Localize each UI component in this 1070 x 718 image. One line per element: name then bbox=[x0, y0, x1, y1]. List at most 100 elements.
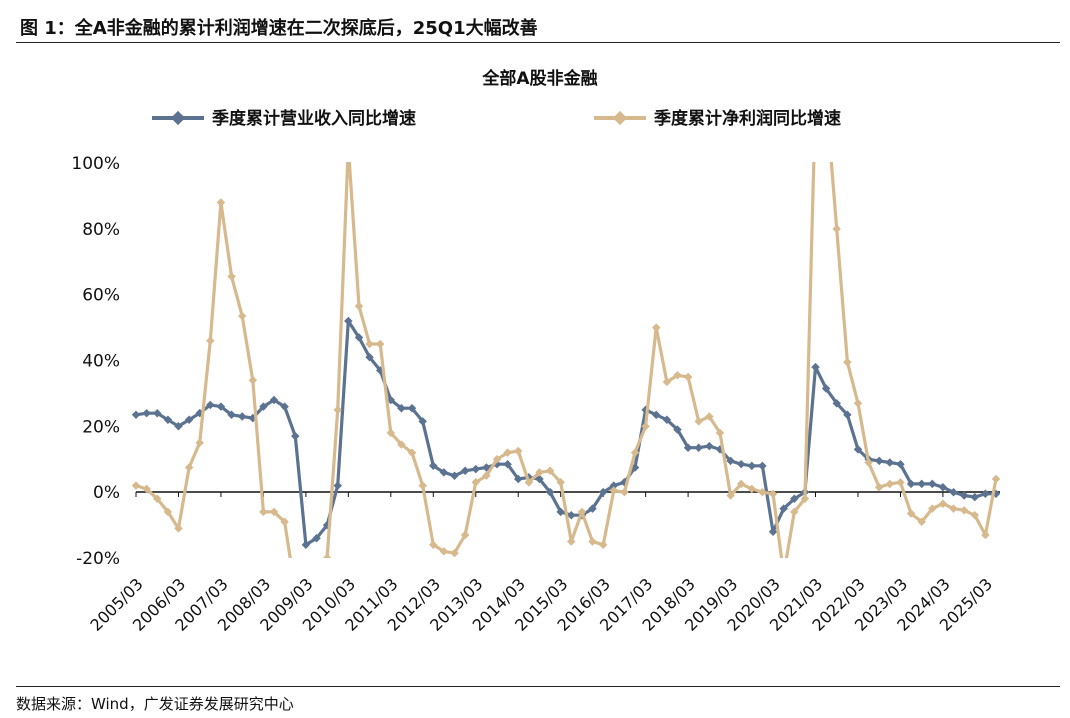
series-0-point bbox=[513, 474, 523, 484]
legend: 季度累计营业收入同比增速 季度累计净利润同比增速 bbox=[152, 108, 841, 129]
series-1-point bbox=[938, 499, 948, 508]
series-0-point bbox=[471, 464, 480, 474]
series-0-point bbox=[651, 410, 661, 420]
series-1-point bbox=[630, 448, 640, 457]
series-0-point bbox=[609, 481, 619, 490]
series-1-point bbox=[407, 448, 417, 457]
series-1-point bbox=[567, 537, 576, 546]
series-0-point bbox=[683, 443, 693, 452]
series-1-point bbox=[917, 517, 926, 527]
series-1-point bbox=[906, 509, 916, 518]
series-1-point bbox=[344, 142, 352, 150]
series-0-point bbox=[705, 441, 714, 451]
series-0-point bbox=[237, 412, 247, 421]
series-0-point bbox=[227, 410, 236, 420]
series-1-point bbox=[386, 428, 396, 438]
series-0-point bbox=[545, 487, 555, 497]
series-0-point bbox=[131, 410, 141, 420]
series-0-point bbox=[556, 507, 565, 517]
series-0-point bbox=[843, 410, 852, 420]
series-0-point bbox=[758, 461, 767, 471]
x-axis: 2005/032006/032007/032008/032009/032010/… bbox=[86, 492, 996, 635]
series-1-point bbox=[482, 471, 491, 480]
series-1-point bbox=[598, 540, 608, 550]
series-1-point bbox=[375, 339, 385, 349]
y-tick-label: 0% bbox=[93, 483, 120, 503]
series-1-point bbox=[503, 448, 512, 457]
series-1-point bbox=[885, 479, 895, 489]
series-0-point bbox=[535, 474, 544, 484]
series-0-point bbox=[333, 481, 342, 490]
series-0-point bbox=[216, 402, 226, 411]
series-1-point bbox=[535, 468, 544, 477]
series-1-point bbox=[227, 272, 236, 281]
figure-title: 图 1：全A非金融的累计利润增速在二次探底后，25Q1大幅改善 bbox=[20, 18, 538, 39]
series-0-point bbox=[301, 540, 311, 550]
series-1-point bbox=[790, 507, 799, 517]
series-0-point bbox=[694, 443, 703, 452]
series-0-point bbox=[874, 456, 884, 466]
series-1-point bbox=[184, 463, 194, 472]
series-0-point bbox=[959, 491, 969, 500]
series-1-point bbox=[513, 446, 523, 456]
series-0-point bbox=[981, 489, 990, 499]
series-0-point bbox=[429, 461, 438, 471]
series-0-point bbox=[153, 408, 162, 418]
series-1-point bbox=[981, 530, 990, 540]
series-1-point bbox=[259, 507, 268, 517]
series-layer bbox=[131, 93, 1001, 578]
series-0-point bbox=[503, 459, 512, 469]
series-0-point bbox=[970, 492, 980, 502]
series-1-point bbox=[322, 553, 332, 558]
figure-footer-rule bbox=[16, 686, 1060, 687]
series-1-point bbox=[949, 504, 958, 513]
series-1-point bbox=[652, 323, 661, 332]
series-0-point bbox=[938, 482, 948, 492]
series-1-point bbox=[439, 547, 449, 556]
series-0-point bbox=[397, 404, 406, 413]
series-1-point bbox=[726, 491, 735, 500]
series-0-point bbox=[269, 395, 279, 405]
series-1-point bbox=[460, 530, 470, 540]
series-1-point bbox=[588, 537, 597, 546]
series-0-point bbox=[917, 479, 926, 489]
series-1-point bbox=[832, 224, 841, 234]
series-line-1 bbox=[135, 162, 998, 558]
series-1-point bbox=[131, 481, 141, 490]
series-0-point bbox=[312, 534, 321, 543]
series-1-point bbox=[736, 479, 746, 489]
series-0-point bbox=[174, 422, 183, 431]
legend-label-profit: 季度累计净利润同比增速 bbox=[654, 108, 841, 129]
series-1-point bbox=[333, 405, 342, 415]
series-1-point bbox=[779, 570, 787, 578]
series-1-point bbox=[365, 339, 374, 349]
y-tick-label: 60% bbox=[82, 286, 120, 306]
series-0-point bbox=[726, 456, 735, 466]
series-1-point bbox=[991, 474, 1001, 484]
series-1-point bbox=[715, 428, 725, 438]
series-0-point bbox=[280, 402, 289, 411]
series-0-point bbox=[662, 415, 672, 424]
series-1-point bbox=[524, 478, 534, 487]
series-0-point bbox=[949, 487, 958, 497]
series-0-point bbox=[344, 316, 353, 326]
series-1-point bbox=[811, 93, 819, 101]
series-1-point bbox=[492, 455, 502, 464]
series-1-point bbox=[853, 399, 863, 408]
series-1-point bbox=[280, 517, 289, 527]
y-tick-label: 20% bbox=[82, 417, 120, 437]
series-1-point bbox=[683, 372, 693, 382]
y-tick-label: 80% bbox=[82, 220, 120, 240]
series-0-point bbox=[354, 333, 364, 342]
series-0-point bbox=[365, 352, 374, 362]
series-1-point bbox=[450, 548, 459, 558]
series-0-point bbox=[567, 510, 576, 520]
series-0-point bbox=[439, 468, 449, 477]
series-1-point bbox=[418, 481, 427, 490]
series-0-point bbox=[896, 459, 905, 469]
series-1-point bbox=[768, 489, 778, 499]
series-1-point bbox=[269, 507, 279, 517]
figure-header: 图 1：全A非金融的累计利润增速在二次探底后，25Q1大幅改善 bbox=[16, 10, 1060, 43]
y-tick-label: -20% bbox=[76, 549, 120, 569]
series-1-point bbox=[354, 301, 364, 311]
